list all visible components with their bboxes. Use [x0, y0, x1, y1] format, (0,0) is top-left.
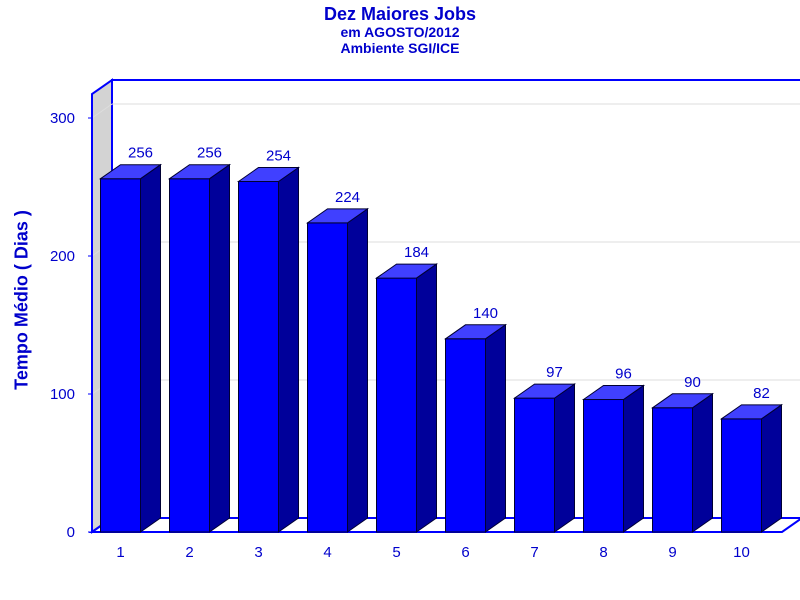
- bar-side: [140, 163, 161, 533]
- bar: [169, 178, 210, 533]
- bar: [307, 222, 348, 533]
- x-tick-label: 5: [392, 544, 400, 561]
- data-label: 97: [546, 364, 563, 381]
- bar: [445, 338, 486, 533]
- bar: [100, 178, 141, 533]
- x-tick-label: 3: [254, 544, 262, 561]
- bar-top: [236, 166, 301, 182]
- bar: [376, 277, 417, 533]
- bar-side: [209, 163, 230, 533]
- bar-top: [512, 383, 577, 399]
- chart-title: Dez Maiores Jobs: [323, 4, 477, 24]
- chart-subtitle-2: Ambiente SGI/ICE: [340, 40, 460, 56]
- bar: [721, 418, 762, 533]
- x-tick-label: 1: [116, 544, 124, 561]
- bar-side: [347, 207, 368, 533]
- data-label: 90: [684, 374, 701, 391]
- x-tick-label: 8: [599, 544, 607, 561]
- y-tick-label: 100: [50, 386, 75, 403]
- x-tick-label: 6: [461, 544, 469, 561]
- bar-top: [443, 324, 508, 340]
- data-label: 254: [266, 147, 291, 164]
- bar: [583, 399, 624, 533]
- bar-side: [416, 263, 437, 533]
- y-tick-label: 200: [50, 248, 75, 265]
- bar-top: [374, 263, 439, 279]
- bar-top: [98, 164, 163, 180]
- data-label: 224: [335, 189, 360, 206]
- bar-top: [167, 164, 232, 180]
- gridline-side: [91, 103, 113, 119]
- bar-top: [305, 208, 370, 224]
- bar-side: [554, 383, 575, 533]
- data-label: 82: [753, 385, 770, 402]
- data-label: 256: [197, 145, 222, 162]
- x-tick-label: 9: [668, 544, 676, 561]
- bar-top: [581, 385, 646, 401]
- bar-side: [692, 392, 713, 533]
- bar-side: [278, 166, 299, 533]
- chart-subtitle-1: em AGOSTO/2012: [340, 24, 460, 40]
- x-tick-label: 2: [185, 544, 193, 561]
- x-tick-label: 4: [323, 544, 331, 561]
- y-tick-label: 300: [50, 110, 75, 127]
- data-label: 140: [473, 305, 498, 322]
- data-label: 96: [615, 366, 632, 383]
- bar-top: [719, 404, 784, 420]
- bar: [238, 180, 279, 533]
- x-tick-label: 7: [530, 544, 538, 561]
- bar: [514, 397, 555, 533]
- y-tick-label: 0: [67, 524, 75, 541]
- x-tick-label: 10: [733, 544, 750, 561]
- bar-side: [623, 384, 644, 533]
- bar-top: [650, 393, 715, 409]
- data-label: 184: [404, 244, 429, 261]
- data-label: 256: [128, 145, 153, 162]
- bar-side: [485, 323, 506, 533]
- bar-side: [761, 403, 782, 533]
- bar: [652, 407, 693, 533]
